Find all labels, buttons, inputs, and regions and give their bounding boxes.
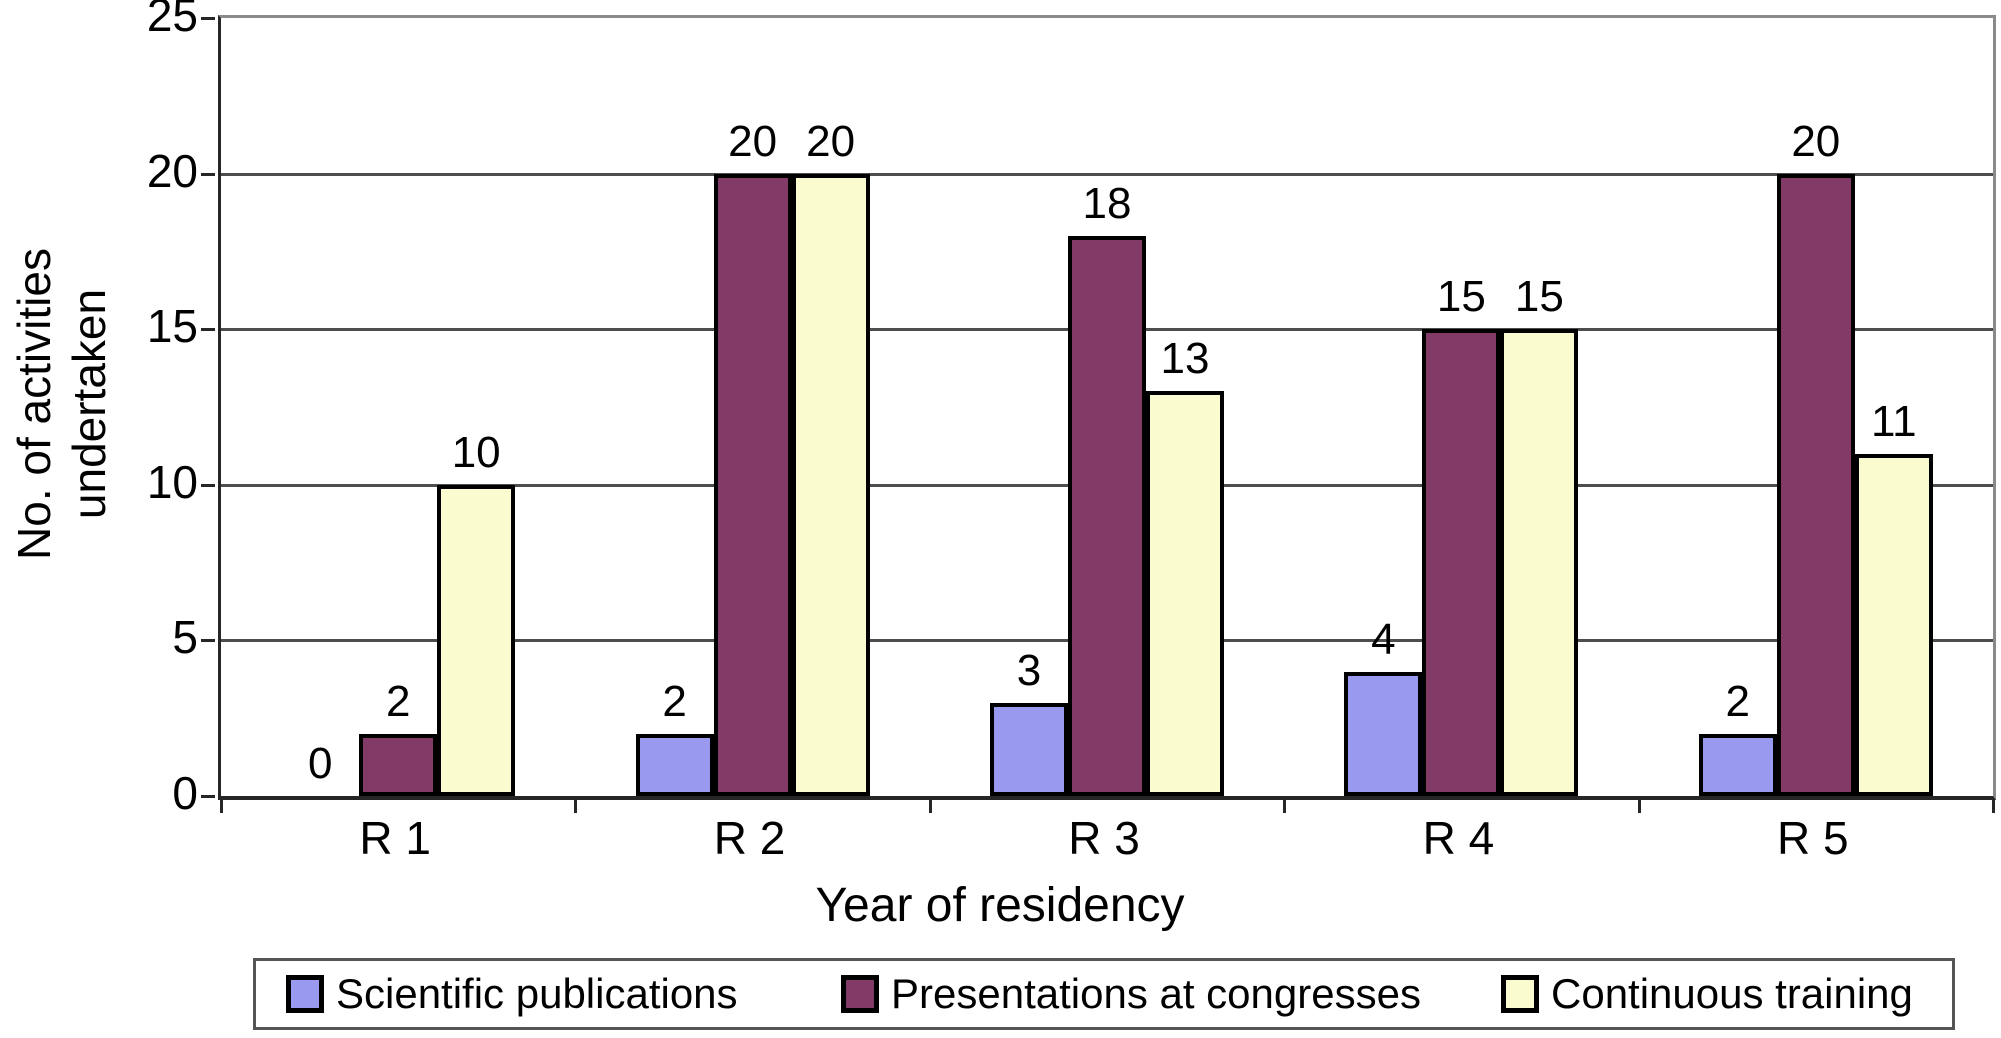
legend-item-presentations-at-congresses: Presentations at congresses	[841, 961, 1421, 1027]
plot-area: 0 2 10 2 20 20 3 18 13 4 15 15 2 20 11	[201, 15, 1996, 813]
y-axis-title: No. of activities undertaken	[7, 248, 115, 560]
y-axis-tick	[201, 172, 215, 176]
x-axis-tick	[928, 800, 932, 813]
x-axis-tick	[1992, 800, 1995, 813]
bar-value-label: 20	[728, 116, 778, 166]
x-category-label: R 4	[1422, 812, 1495, 864]
y-axis-tick	[201, 328, 215, 332]
bar-value-label: 15	[1514, 272, 1564, 322]
x-axis-tick	[1283, 800, 1287, 813]
y-tick-label: 0	[172, 767, 198, 819]
x-axis-tick	[220, 800, 223, 813]
legend-item-scientific-publications: Scientific publications	[286, 961, 738, 1027]
y-tick-label: 10	[146, 455, 198, 508]
bar	[1068, 235, 1146, 796]
bar	[990, 702, 1068, 796]
bar-value-label: 4	[1371, 614, 1396, 664]
legend: Scientific publications Presentations at…	[253, 958, 1955, 1030]
bar	[635, 733, 714, 796]
bar-value-label: 2	[385, 676, 411, 726]
bar-value-label: 20	[1791, 116, 1841, 166]
legend-swatch-icon	[841, 975, 879, 1013]
bar-value-label: 10	[451, 427, 501, 477]
y-axis-tick	[201, 17, 215, 20]
bar	[1344, 671, 1423, 796]
y-tick-label: 15	[146, 300, 198, 353]
x-category-label: R 1	[359, 812, 431, 864]
bar	[1698, 733, 1777, 796]
legend-label: Scientific publications	[336, 970, 738, 1017]
bar	[1146, 391, 1224, 796]
x-axis-tick	[1637, 800, 1641, 813]
legend-swatch-icon	[1501, 975, 1539, 1013]
y-tick-label: 20	[146, 144, 198, 197]
bar-value-label: 2	[1725, 676, 1751, 726]
bar-value-label: 0	[307, 739, 333, 788]
x-axis-tick	[574, 800, 578, 813]
bar	[791, 173, 870, 796]
legend-item-continuous-training: Continuous training	[1501, 961, 1913, 1027]
bar	[437, 484, 516, 796]
bar-value-label: 3	[1016, 645, 1042, 695]
x-axis-title: Year of residency	[815, 879, 1185, 932]
bar-value-label: 15	[1436, 272, 1486, 322]
bar	[1776, 173, 1855, 796]
legend-label: Presentations at congresses	[891, 970, 1421, 1017]
x-category-label: R 3	[1068, 812, 1140, 864]
x-category-label: R 5	[1777, 812, 1849, 864]
bar-value-label: 11	[1870, 396, 1917, 446]
bar	[713, 173, 792, 796]
y-tick-label: 25	[146, 0, 198, 41]
bar-value-label: 2	[662, 676, 687, 726]
legend-swatch-icon	[286, 975, 324, 1013]
bar	[1854, 453, 1933, 796]
legend-label: Continuous training	[1551, 970, 1913, 1017]
y-axis-tick	[201, 639, 215, 643]
y-axis-tick	[201, 483, 215, 487]
y-axis-tick	[201, 795, 215, 798]
x-category-label: R 2	[713, 812, 786, 864]
bar-value-label: 18	[1082, 178, 1132, 228]
bar	[359, 733, 438, 796]
y-tick-label: 5	[172, 611, 198, 664]
bar-value-label: 20	[806, 116, 856, 166]
gridline	[221, 172, 1993, 176]
bar	[1422, 329, 1501, 796]
bar-value-label: 13	[1160, 334, 1210, 384]
bar	[1500, 329, 1579, 796]
